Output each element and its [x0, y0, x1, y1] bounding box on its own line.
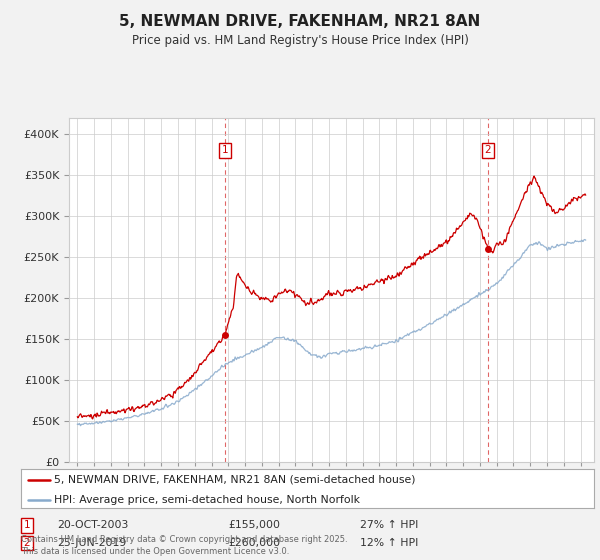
Text: Contains HM Land Registry data © Crown copyright and database right 2025.
This d: Contains HM Land Registry data © Crown c… — [21, 535, 347, 556]
Text: 2: 2 — [485, 146, 491, 156]
Text: £260,000: £260,000 — [228, 538, 280, 548]
Text: 27% ↑ HPI: 27% ↑ HPI — [360, 520, 418, 530]
Text: HPI: Average price, semi-detached house, North Norfolk: HPI: Average price, semi-detached house,… — [54, 495, 360, 505]
Text: 12% ↑ HPI: 12% ↑ HPI — [360, 538, 418, 548]
Text: £155,000: £155,000 — [228, 520, 280, 530]
Text: 5, NEWMAN DRIVE, FAKENHAM, NR21 8AN: 5, NEWMAN DRIVE, FAKENHAM, NR21 8AN — [119, 14, 481, 29]
Text: 1: 1 — [221, 146, 228, 156]
Text: Price paid vs. HM Land Registry's House Price Index (HPI): Price paid vs. HM Land Registry's House … — [131, 34, 469, 46]
Text: 5, NEWMAN DRIVE, FAKENHAM, NR21 8AN (semi-detached house): 5, NEWMAN DRIVE, FAKENHAM, NR21 8AN (sem… — [54, 475, 416, 485]
Text: 20-OCT-2003: 20-OCT-2003 — [57, 520, 128, 530]
Text: 2: 2 — [23, 538, 31, 548]
Text: 25-JUN-2019: 25-JUN-2019 — [57, 538, 126, 548]
Text: 1: 1 — [23, 520, 31, 530]
